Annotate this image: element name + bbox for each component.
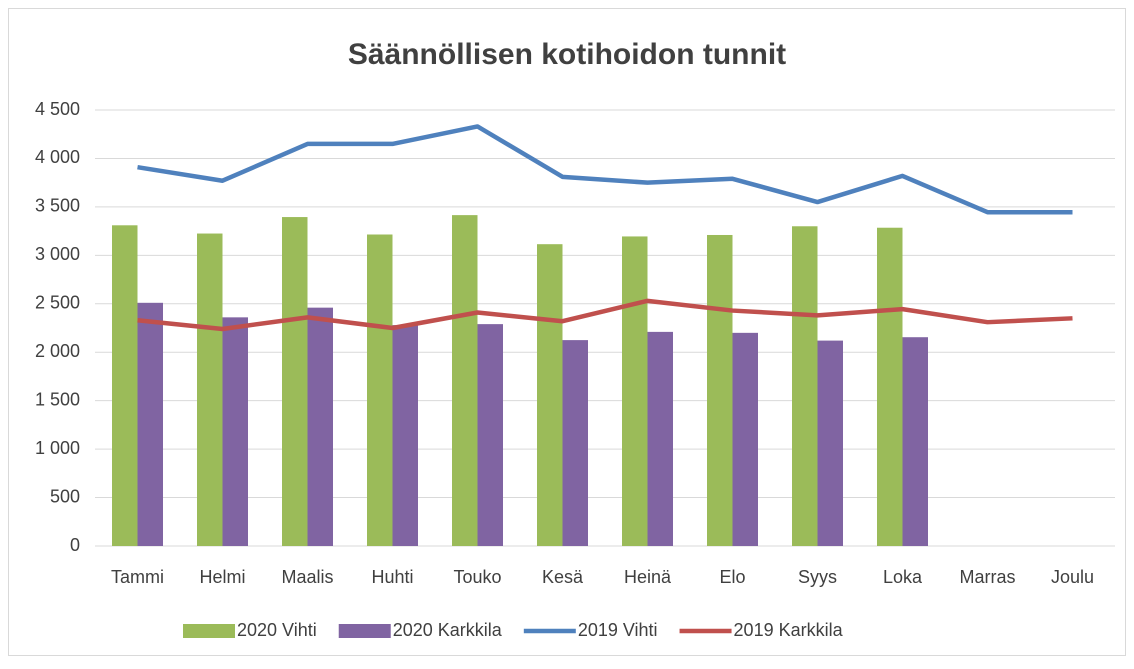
bar (647, 331, 673, 546)
bar (307, 307, 333, 546)
bar (622, 236, 648, 546)
y-tick-label: 1 500 (35, 389, 80, 409)
y-tick-label: 4 000 (35, 147, 80, 167)
x-tick-label: Helmi (199, 567, 245, 587)
bar (877, 227, 903, 546)
y-tick-label: 1 000 (35, 438, 80, 458)
bar (367, 234, 393, 546)
bar (732, 332, 758, 546)
bar (537, 244, 563, 547)
legend-label: 2020 Vihti (237, 620, 317, 640)
legend-label: 2019 Karkkila (734, 620, 844, 640)
x-tick-label: Joulu (1051, 567, 1094, 587)
legend-label: 2020 Karkkila (393, 620, 503, 640)
chart-border (8, 8, 1126, 656)
bar (392, 325, 418, 546)
line-series (137, 124, 1073, 215)
x-tick-label: Loka (883, 567, 923, 587)
line-series (137, 298, 1073, 332)
x-tick-label: Marras (959, 567, 1015, 587)
y-tick-label: 4 500 (35, 99, 80, 119)
y-tick-label: 2 500 (35, 293, 80, 313)
y-tick-label: 2 000 (35, 341, 80, 361)
y-tick-label: 0 (70, 535, 80, 555)
x-tick-label: Huhti (371, 567, 413, 587)
bar (792, 226, 818, 546)
x-tick-label: Elo (719, 567, 745, 587)
bar (137, 302, 163, 546)
x-tick-label: Maalis (281, 567, 333, 587)
x-tick-label: Syys (798, 567, 837, 587)
x-tick-label: Touko (453, 567, 501, 587)
bar (477, 324, 503, 546)
bar (452, 215, 478, 546)
y-tick-label: 3 500 (35, 196, 80, 216)
bar (222, 317, 248, 546)
bar (707, 234, 733, 546)
y-tick-label: 500 (50, 486, 80, 506)
x-tick-label: Kesä (542, 567, 584, 587)
legend-label: 2019 Vihti (578, 620, 658, 640)
bar (197, 233, 223, 547)
bar (817, 340, 843, 546)
bar (112, 225, 138, 546)
chart-title: Säännöllisen kotihoidon tunnit (348, 38, 786, 71)
legend-swatch (338, 624, 391, 638)
x-tick-label: Heinä (624, 567, 672, 587)
legend-swatch (183, 624, 235, 638)
x-tick-label: Tammi (111, 567, 164, 587)
bar (902, 337, 928, 546)
bar (562, 340, 588, 546)
bar (282, 217, 308, 546)
y-tick-label: 3 000 (35, 244, 80, 264)
